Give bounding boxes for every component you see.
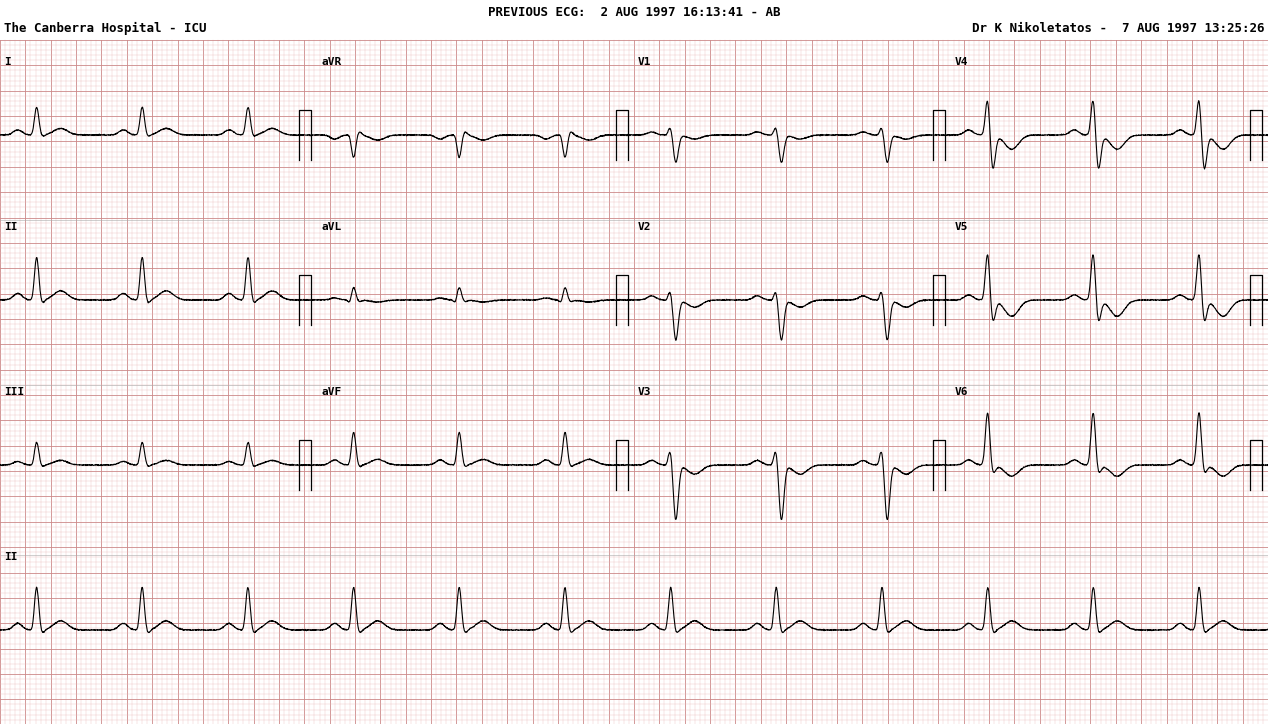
Text: II: II [4, 552, 18, 562]
Text: aVF: aVF [321, 387, 341, 397]
Text: Dr K Nikoletatos -  7 AUG 1997 13:25:26: Dr K Nikoletatos - 7 AUG 1997 13:25:26 [971, 22, 1264, 35]
Text: I: I [4, 57, 10, 67]
Text: aVL: aVL [321, 222, 341, 232]
Text: III: III [4, 387, 24, 397]
Text: V3: V3 [638, 387, 652, 397]
Text: The Canberra Hospital - ICU: The Canberra Hospital - ICU [4, 22, 207, 35]
Text: V5: V5 [955, 222, 969, 232]
Text: aVR: aVR [321, 57, 341, 67]
Text: V6: V6 [955, 387, 969, 397]
Text: V4: V4 [955, 57, 969, 67]
Bar [0, 0, 1268, 40]
Text: V2: V2 [638, 222, 652, 232]
Text: V1: V1 [638, 57, 652, 67]
Text: PREVIOUS ECG:  2 AUG 1997 16:13:41 - AB: PREVIOUS ECG: 2 AUG 1997 16:13:41 - AB [488, 6, 780, 19]
Text: II: II [4, 222, 18, 232]
